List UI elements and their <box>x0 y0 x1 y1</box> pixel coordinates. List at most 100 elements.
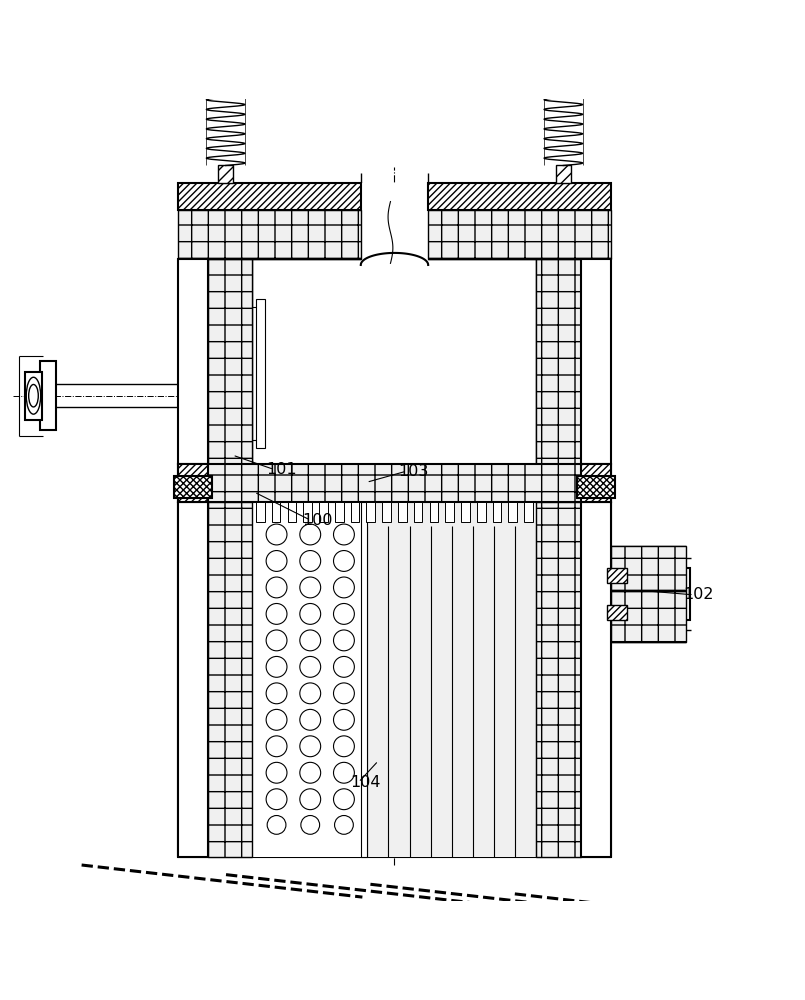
Bar <box>556 165 571 183</box>
Bar <box>382 502 391 522</box>
Circle shape <box>333 736 354 757</box>
Text: 104: 104 <box>350 775 381 790</box>
Bar <box>335 502 344 522</box>
Bar <box>428 210 611 259</box>
Bar <box>216 83 235 97</box>
Bar <box>367 502 536 857</box>
Circle shape <box>333 683 354 704</box>
Bar <box>611 590 686 642</box>
Circle shape <box>299 551 320 571</box>
Text: 102: 102 <box>683 587 714 602</box>
Bar <box>554 83 573 97</box>
Circle shape <box>333 524 354 545</box>
Bar <box>351 502 359 522</box>
Circle shape <box>335 816 353 834</box>
Bar <box>287 502 296 522</box>
Circle shape <box>299 736 320 757</box>
Circle shape <box>266 683 287 704</box>
Bar <box>256 502 265 522</box>
Bar <box>361 502 367 857</box>
Bar <box>445 502 454 522</box>
Circle shape <box>299 656 320 677</box>
Bar <box>477 502 485 522</box>
Circle shape <box>333 789 354 810</box>
Bar <box>256 299 266 448</box>
Bar <box>536 502 580 857</box>
Circle shape <box>299 630 320 651</box>
Bar <box>366 502 375 522</box>
Bar <box>361 183 428 259</box>
Bar <box>361 259 428 265</box>
Bar <box>524 502 533 522</box>
Bar <box>558 65 569 83</box>
Bar <box>253 502 361 857</box>
Bar <box>253 259 536 464</box>
Circle shape <box>266 524 287 545</box>
Circle shape <box>299 524 320 545</box>
Bar <box>611 558 629 630</box>
Circle shape <box>266 577 287 598</box>
Bar <box>398 502 407 522</box>
Bar <box>461 502 470 522</box>
Bar <box>178 502 208 857</box>
Text: 101: 101 <box>266 462 297 477</box>
Circle shape <box>266 630 287 651</box>
Bar <box>555 54 572 65</box>
Bar <box>178 464 208 502</box>
Bar <box>174 476 213 498</box>
Circle shape <box>299 762 320 783</box>
Text: 100: 100 <box>302 513 332 528</box>
Bar <box>26 372 42 420</box>
Circle shape <box>266 656 287 677</box>
Bar <box>178 464 611 502</box>
Bar <box>611 546 686 590</box>
Circle shape <box>266 709 287 730</box>
Bar <box>40 361 56 430</box>
Bar <box>208 502 253 857</box>
Bar <box>178 183 361 210</box>
Bar <box>208 259 253 464</box>
Circle shape <box>299 683 320 704</box>
Bar <box>220 65 231 83</box>
Bar <box>536 259 580 464</box>
Bar <box>414 502 423 522</box>
Ellipse shape <box>27 377 41 414</box>
Bar <box>580 464 611 502</box>
Circle shape <box>301 816 320 834</box>
Circle shape <box>333 577 354 598</box>
Bar <box>576 476 615 498</box>
Bar <box>428 183 611 210</box>
Bar <box>493 502 502 522</box>
Circle shape <box>266 762 287 783</box>
Circle shape <box>267 816 286 834</box>
Circle shape <box>266 789 287 810</box>
Bar <box>272 502 280 522</box>
Circle shape <box>266 736 287 757</box>
Circle shape <box>266 551 287 571</box>
Circle shape <box>333 656 354 677</box>
Circle shape <box>333 762 354 783</box>
Circle shape <box>333 630 354 651</box>
Circle shape <box>299 603 320 624</box>
Bar <box>178 210 361 259</box>
Circle shape <box>333 603 354 624</box>
Bar <box>580 259 611 464</box>
Bar <box>509 502 517 522</box>
Bar <box>607 568 627 583</box>
Bar <box>627 576 651 612</box>
Circle shape <box>299 577 320 598</box>
Bar <box>303 502 312 522</box>
Circle shape <box>266 603 287 624</box>
Bar <box>580 502 611 857</box>
Bar <box>218 165 233 183</box>
Text: 103: 103 <box>398 464 429 479</box>
Bar <box>675 568 690 620</box>
Ellipse shape <box>29 384 39 407</box>
Circle shape <box>333 709 354 730</box>
Bar <box>430 502 438 522</box>
Circle shape <box>299 789 320 810</box>
Circle shape <box>299 709 320 730</box>
Bar <box>651 581 675 607</box>
Bar <box>319 502 328 522</box>
Bar <box>217 54 233 65</box>
